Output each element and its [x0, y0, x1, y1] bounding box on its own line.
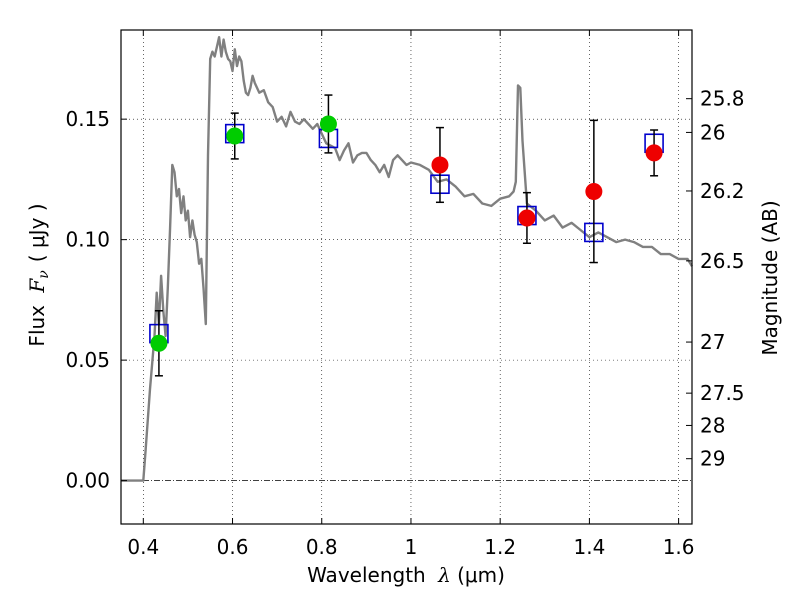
x-tick-label: 1.2: [484, 535, 516, 559]
x-tick-label: 0.8: [306, 535, 338, 559]
magnitude-tick-label: 26: [700, 120, 725, 144]
plot-border: [120, 29, 693, 525]
y-tick-label: 0.10: [65, 228, 110, 252]
magnitude-tick-label: 27: [700, 330, 725, 354]
magnitude-tick-label: 29: [700, 447, 725, 471]
spectrum-line: [121, 36, 694, 482]
magnitude-tick-label: 26.2: [700, 179, 745, 203]
y-tick-label: 0.00: [65, 469, 110, 493]
data-point: [319, 115, 337, 133]
magnitude-tick-label: 27.5: [700, 381, 745, 405]
data-point: [645, 144, 663, 162]
y-tick-label: 0.05: [65, 348, 110, 372]
x-tick-label: 1.6: [663, 535, 695, 559]
photometry-points: [150, 94, 663, 377]
axis-ticks: 0.4 0.6 0.8 1 1.2 1.4 1.6 0.00 0.05 0.10 0.15 25.8 2…: [65, 30, 745, 559]
magnitude-tick-label: 25.8: [700, 87, 745, 111]
data-point: [585, 182, 603, 200]
data-point: [150, 334, 168, 352]
x-axis-title: Wavelength λ (μm): [307, 563, 505, 587]
data-point: [226, 127, 244, 145]
plot-frame: [120, 29, 693, 525]
y2-axis-title: Magnitude (AB): [758, 200, 782, 355]
data-point: [518, 209, 536, 227]
data-point: [431, 156, 449, 174]
magnitude-tick-label: 28: [700, 413, 725, 437]
y-axis-title: Flux Fν( μJy ): [25, 203, 52, 346]
y-tick-label: 0.15: [65, 107, 110, 131]
spectrum-path: [121, 36, 694, 482]
x-tick-label: 0.6: [217, 535, 249, 559]
x-tick-label: 1.4: [573, 535, 605, 559]
x-tick-label: 1: [405, 535, 418, 559]
x-tick-label: 0.4: [127, 535, 159, 559]
magnitude-tick-label: 26.5: [700, 249, 745, 273]
